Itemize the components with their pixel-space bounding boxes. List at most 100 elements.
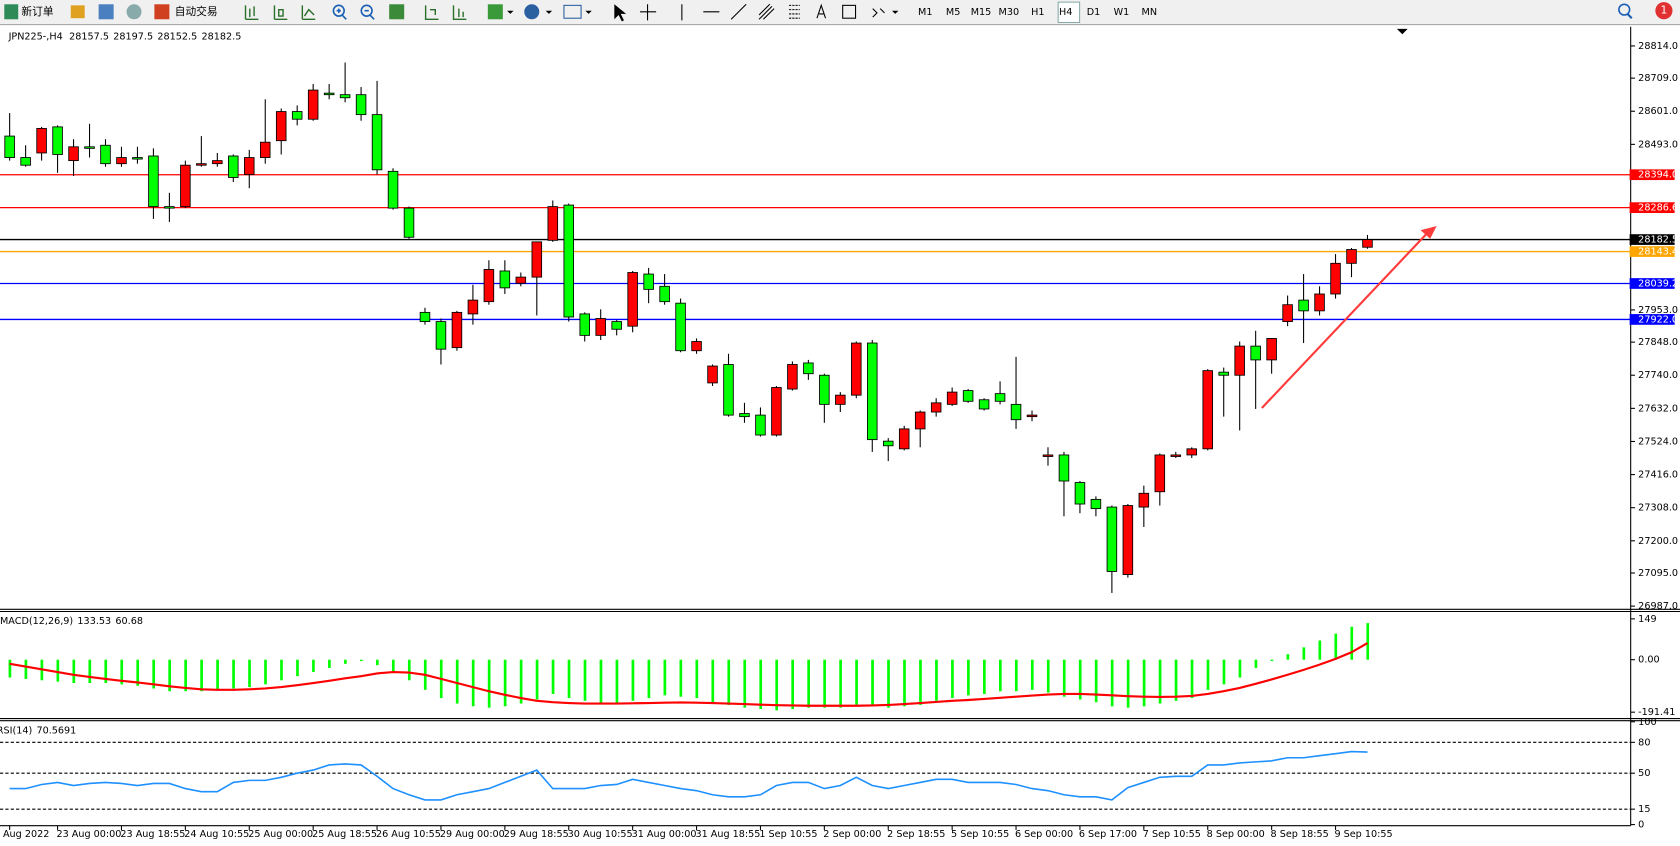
bar-chart-icon[interactable] xyxy=(244,5,259,20)
y-tick-label: 26987.0 xyxy=(1638,601,1678,612)
macd-bar xyxy=(120,659,124,685)
indicators-icon[interactable] xyxy=(487,4,503,20)
line-chart-icon[interactable] xyxy=(301,5,316,20)
candle-body xyxy=(1266,338,1277,361)
y-tick-label: 28709.0 xyxy=(1638,73,1678,84)
timeframe-button[interactable]: H4 xyxy=(1059,7,1072,18)
timeframe-button[interactable]: M30 xyxy=(999,7,1020,18)
timeframe-button[interactable]: M15 xyxy=(971,7,992,18)
candle-body xyxy=(36,127,47,154)
y-tick-label: 27095.0 xyxy=(1638,568,1678,579)
macd-bar xyxy=(935,659,938,701)
tile-icon[interactable] xyxy=(389,4,405,20)
toolbar-icon[interactable] xyxy=(70,5,85,19)
arrows-tool[interactable] xyxy=(872,8,885,18)
timeframe-button[interactable]: H1 xyxy=(1031,7,1044,18)
timeframe-button[interactable]: M1 xyxy=(918,7,932,18)
toolbar-icon[interactable] xyxy=(98,4,114,20)
notification-badge[interactable] xyxy=(1655,2,1673,20)
candle-body xyxy=(1346,249,1357,264)
crosshair-tool[interactable] xyxy=(640,4,657,21)
candle-body xyxy=(515,276,527,284)
x-tick-label: 25 Aug 18:55 xyxy=(312,829,377,840)
templates-icon[interactable] xyxy=(563,4,582,19)
candle-body xyxy=(435,321,447,350)
zoom-icons[interactable] xyxy=(332,4,375,20)
level-label-bg xyxy=(1629,202,1675,213)
level-label: 28286.6 xyxy=(1638,203,1678,214)
macd-bar xyxy=(1062,659,1066,697)
candle-body xyxy=(52,126,63,155)
macd-bar xyxy=(519,659,523,704)
macd-bar xyxy=(1270,659,1274,662)
zoom-out-icon[interactable] xyxy=(360,4,373,17)
macd-bar xyxy=(1334,633,1338,660)
trendline-tool[interactable] xyxy=(730,3,747,20)
macd-bar xyxy=(152,659,156,689)
candle-body xyxy=(755,414,766,436)
autoscroll-icon[interactable] xyxy=(424,5,439,20)
candle-body xyxy=(339,94,351,99)
dropdown[interactable] xyxy=(891,10,899,14)
macd-bar xyxy=(248,659,251,688)
x-tick-label: 6 Sep 00:00 xyxy=(1015,829,1073,840)
y-tick-label: 50 xyxy=(1638,768,1650,779)
cursor-tool[interactable] xyxy=(614,4,627,22)
timeframe-button[interactable]: W1 xyxy=(1114,7,1130,18)
candle-body xyxy=(1330,262,1341,295)
candle-body xyxy=(371,114,383,171)
text-tool[interactable] xyxy=(816,3,827,19)
new-order-icon[interactable] xyxy=(4,4,19,20)
active-timeframe xyxy=(1057,1,1081,24)
x-tick-label: 2 Sep 18:55 xyxy=(887,829,945,840)
candle-body xyxy=(355,94,367,116)
macd-bar xyxy=(24,659,28,679)
candle-body xyxy=(930,402,942,413)
candle-body xyxy=(68,146,79,162)
periods-icon[interactable] xyxy=(524,4,540,20)
new-order-button[interactable]: 新订单 xyxy=(21,5,53,18)
zoom-in-icon[interactable] xyxy=(332,4,345,17)
dropdown[interactable] xyxy=(507,10,514,14)
y-tick-label: 100 xyxy=(1638,717,1656,728)
close: 28182.5 xyxy=(202,31,242,42)
macd-bar xyxy=(903,659,906,707)
toolbar-icon[interactable] xyxy=(126,4,142,20)
candle-body xyxy=(1298,299,1309,312)
macd-bar xyxy=(375,659,379,666)
macd-bar xyxy=(1014,659,1018,692)
x-tick-label: 30 Aug 10:55 xyxy=(568,829,633,840)
candle-body xyxy=(882,440,894,447)
timeframe-button[interactable]: MN xyxy=(1142,7,1158,18)
indicator-name: MACD(12,26,9) xyxy=(0,616,73,627)
candle-chart-icon[interactable] xyxy=(273,5,288,20)
candle-body xyxy=(946,391,958,405)
candle-body xyxy=(675,302,686,352)
search-icon[interactable] xyxy=(1618,3,1631,16)
dropdown[interactable] xyxy=(545,10,553,14)
search-icon[interactable] xyxy=(1626,13,1633,19)
candle-body xyxy=(148,155,159,208)
macd-bar xyxy=(823,659,826,708)
y-tick-label: 27200.0 xyxy=(1638,536,1678,547)
level-label-bg xyxy=(1629,246,1675,257)
timeframe-button[interactable]: D1 xyxy=(1087,7,1101,18)
arrow-head xyxy=(1420,225,1437,239)
timeframe-button[interactable]: M5 xyxy=(946,7,960,18)
chart-type-icons[interactable] xyxy=(244,5,316,20)
notification-count: 1 xyxy=(1661,4,1668,17)
y-tick-label: 28814.0 xyxy=(1638,41,1678,52)
plot-area: 28814.0 28709.0 28601.0 28493.0 27953.0 27848… xyxy=(0,26,1680,840)
auto-trading-icon[interactable] xyxy=(154,4,170,20)
x-tick-label: 22 Aug 2022 xyxy=(0,829,49,840)
fibo-tool[interactable] xyxy=(789,4,800,19)
auto-trading-button[interactable]: 自动交易 xyxy=(175,5,218,18)
x-tick-label: 25 Aug 00:00 xyxy=(248,829,313,840)
channel-tool[interactable] xyxy=(758,3,775,20)
macd-bar xyxy=(184,659,187,692)
dropdown[interactable] xyxy=(585,10,592,14)
toolbar-bg xyxy=(0,0,1680,25)
chart-shift-icon[interactable] xyxy=(452,5,467,20)
label-tool[interactable] xyxy=(842,4,857,19)
macd-bar xyxy=(1110,659,1114,707)
